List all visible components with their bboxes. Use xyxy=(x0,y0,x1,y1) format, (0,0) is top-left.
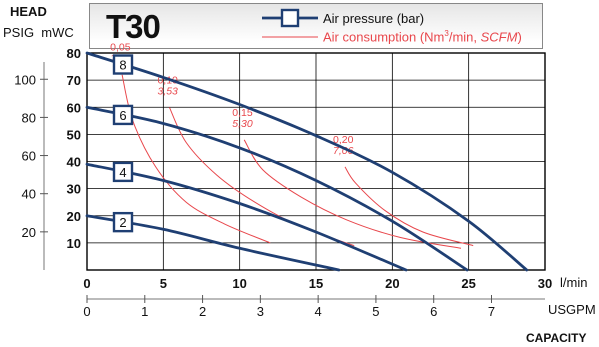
psig-tick-label: 100 xyxy=(14,72,36,87)
psig-tick-label: 20 xyxy=(22,225,36,240)
legend-consumption-suffix: ) xyxy=(517,29,522,45)
pressure-badge-box xyxy=(112,211,134,233)
capacity-label: CAPACITY xyxy=(526,331,587,345)
mwc-tick-label: 50 xyxy=(67,127,81,142)
x-tick-label: 0 xyxy=(83,276,90,291)
legend-consumption-sup: 3 xyxy=(444,29,449,38)
legend-consumption-mid: /min, xyxy=(448,29,481,45)
usgpm-tick-label: 5 xyxy=(372,304,379,319)
consumption-curve-0-20 xyxy=(344,166,474,247)
pressure-badge-box xyxy=(112,54,134,75)
pressure-badge-label: 2 xyxy=(119,215,126,230)
legend-pressure-label: Air pressure (bar) xyxy=(323,11,425,26)
psig-tick-label: 40 xyxy=(22,187,36,202)
chart-title: T30 xyxy=(106,8,161,45)
psig-tick-label: 80 xyxy=(22,110,36,125)
pressure-badge-box xyxy=(112,161,134,183)
consumption-label-scfm: 7,06 xyxy=(333,145,354,157)
pressure-badge-label: 6 xyxy=(119,108,126,123)
mwc-tick-label: 70 xyxy=(67,73,81,88)
usgpm-tick-label: 4 xyxy=(315,304,322,319)
x-tick-label: 5 xyxy=(160,276,167,291)
consumption-label-nm3: 0,20 xyxy=(333,134,354,146)
usgpm-tick-label: 2 xyxy=(199,304,206,319)
legend-pressure-box xyxy=(280,8,300,28)
usgpm-tick-label: 3 xyxy=(257,304,264,319)
pressure-badge-box xyxy=(112,104,134,126)
x2-unit-label: USGPM xyxy=(548,302,596,317)
pressure-badge-label: 8 xyxy=(119,58,126,73)
mwc-tick-label: 30 xyxy=(67,182,81,197)
mwc-tick-label: 80 xyxy=(67,46,81,61)
x-tick-label: 15 xyxy=(309,276,323,291)
head-label: HEAD xyxy=(10,4,47,19)
consumption-label-nm3: 0,05 xyxy=(110,42,131,54)
mwc-tick-label: 20 xyxy=(67,209,81,224)
plot-frame xyxy=(86,52,546,271)
legend-consumption-italic: SCFM xyxy=(480,29,518,45)
title-box xyxy=(89,3,543,49)
x-unit-label: l/min xyxy=(560,275,588,290)
x-tick-label: 10 xyxy=(232,276,246,291)
units-label: PSIG mWC xyxy=(3,25,74,40)
mwc-tick-label: 40 xyxy=(67,155,81,170)
consumption-label-scfm: 3,53 xyxy=(157,85,178,97)
x-tick-label: 25 xyxy=(461,276,475,291)
consumption-label-nm3: 0,15 xyxy=(232,107,253,119)
pressure-curve-6-bar xyxy=(85,105,469,272)
usgpm-tick-label: 0 xyxy=(83,304,90,319)
consumption-label-scfm: 5,30 xyxy=(232,118,253,130)
mwc-tick-label: 10 xyxy=(67,236,81,251)
mwc-tick-label: 60 xyxy=(67,100,81,115)
pressure-badge-label: 4 xyxy=(119,165,126,180)
usgpm-tick-label: 7 xyxy=(488,304,495,319)
consumption-curve-0-15 xyxy=(243,139,462,249)
legend-consumption-label: Air consumption (Nm3/min, SCFM) xyxy=(323,29,522,44)
x-tick-label: 20 xyxy=(385,276,399,291)
legend-consumption-prefix: Air consumption (Nm xyxy=(323,29,445,45)
usgpm-tick-label: 1 xyxy=(141,304,148,319)
pressure-curve-4-bar xyxy=(85,162,408,272)
usgpm-tick-label: 6 xyxy=(430,304,437,319)
x-tick-label: 30 xyxy=(538,276,552,291)
psig-tick-label: 60 xyxy=(22,149,36,164)
pressure-curve-8-bar xyxy=(85,51,529,272)
